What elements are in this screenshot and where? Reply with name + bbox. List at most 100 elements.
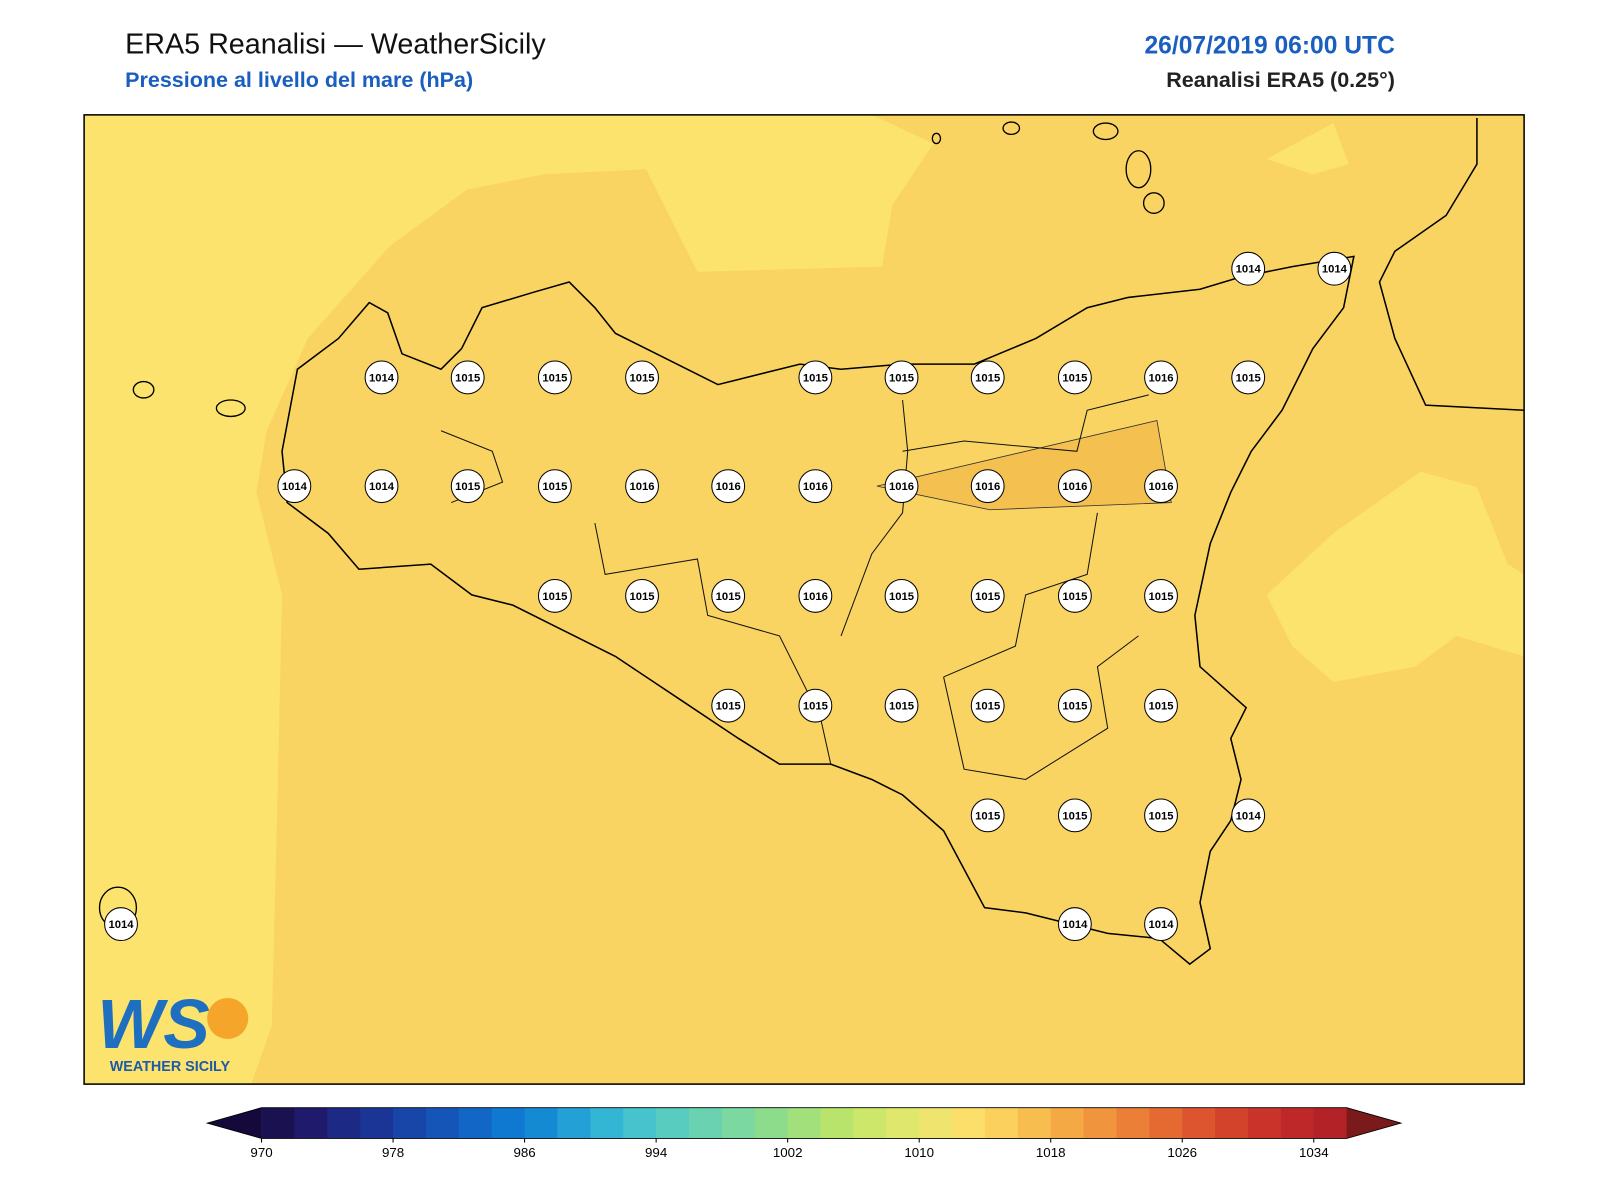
colorbar-box — [656, 1107, 690, 1139]
colorbar-box — [327, 1107, 361, 1139]
station-value: 1015 — [630, 591, 655, 603]
colorbar-tick-label: 986 — [513, 1145, 535, 1160]
station-marker — [884, 469, 919, 504]
colorbar-box — [820, 1107, 854, 1139]
station-value: 1014 — [369, 481, 395, 493]
colorbar-box — [557, 1107, 591, 1139]
station-marker — [450, 360, 485, 395]
station-marker — [450, 469, 485, 504]
station-marker — [1057, 907, 1092, 942]
station-marker — [104, 907, 138, 942]
colorbar-box — [524, 1107, 558, 1139]
station-value: 1014 — [1322, 264, 1348, 276]
colorbar-tick-label: 1010 — [904, 1145, 934, 1160]
station-marker — [537, 469, 572, 504]
station-marker — [625, 360, 659, 395]
colorbar-over — [1346, 1107, 1402, 1139]
station-value: 1015 — [542, 481, 567, 493]
station-value: 1015 — [975, 591, 1000, 603]
colorbar-box — [1083, 1107, 1118, 1139]
station-value: 1015 — [716, 701, 741, 713]
station-value: 1015 — [1062, 372, 1087, 384]
station-marker — [1057, 688, 1092, 723]
colorbar-box — [458, 1107, 493, 1139]
station-value: 1015 — [1062, 810, 1087, 822]
colorbar-tick-label: 1034 — [1299, 1145, 1329, 1160]
colorbar-box — [886, 1107, 920, 1139]
colorbar-box — [294, 1107, 328, 1139]
station-value: 1016 — [1062, 481, 1087, 493]
colorbar-box — [1215, 1107, 1249, 1139]
field-high — [876, 420, 1172, 511]
colorbar-box — [360, 1107, 394, 1139]
station-value: 1015 — [889, 701, 914, 713]
colorbar-box — [853, 1107, 887, 1139]
station-marker — [970, 688, 1005, 723]
station-value: 1015 — [455, 372, 480, 384]
station-value: 1015 — [975, 372, 1000, 384]
colorbar-box — [952, 1107, 986, 1139]
station-value: 1015 — [1236, 372, 1261, 384]
colorbar-box — [623, 1107, 657, 1139]
colorbar-tick-label: 1018 — [1036, 1145, 1066, 1160]
station-value: 1015 — [889, 372, 914, 384]
island — [1142, 192, 1165, 214]
colorbar-box — [1182, 1107, 1216, 1139]
station-value: 1016 — [803, 591, 828, 603]
station-marker — [970, 798, 1005, 833]
colorbar-box — [1248, 1107, 1282, 1139]
colorbar-box — [1116, 1107, 1150, 1139]
colorbar-box — [689, 1107, 723, 1139]
island — [132, 380, 155, 399]
logo: WS WEATHER SICILY — [97, 985, 249, 1075]
station-marker — [1144, 798, 1178, 833]
station-value: 1015 — [630, 372, 655, 384]
station-value: 1015 — [1148, 701, 1173, 713]
station-marker — [1057, 360, 1092, 395]
station-value: 1015 — [1062, 701, 1087, 713]
colorbar-box — [721, 1107, 756, 1139]
station-marker — [798, 469, 833, 504]
colorbar-outline — [205, 1107, 1403, 1139]
station-marker — [1231, 251, 1266, 286]
station-value: 1014 — [1236, 264, 1262, 276]
colorbar-box — [261, 1107, 295, 1139]
frame — [83, 114, 1525, 1085]
station-marker — [884, 688, 919, 723]
colorbar-box — [425, 1107, 460, 1139]
station-marker — [798, 360, 833, 395]
station-marker — [1057, 469, 1092, 504]
station-value: 1016 — [1148, 372, 1173, 384]
station-marker — [711, 688, 746, 723]
station-value: 1016 — [889, 481, 914, 493]
colorbar-box — [1149, 1107, 1183, 1139]
station-value: 1014 — [1062, 919, 1088, 931]
station-value: 1015 — [716, 591, 741, 603]
colorbar-under — [207, 1107, 262, 1139]
logo-mark: WS — [97, 985, 209, 1063]
colorbar-box — [1017, 1107, 1052, 1139]
colorbar-box — [393, 1107, 427, 1139]
colorbar-box — [1280, 1107, 1315, 1139]
colorbar-box — [1050, 1107, 1085, 1139]
logo-text: WEATHER SICILY — [110, 1059, 231, 1075]
colorbar-tick-label: 1026 — [1167, 1145, 1197, 1160]
colorbar-box — [590, 1107, 624, 1139]
date: 26/07/2019 06:00 UTC — [1144, 32, 1395, 59]
island — [1092, 122, 1119, 141]
station-marker — [625, 578, 659, 613]
calabria-coast — [1378, 117, 1525, 412]
field-light — [1266, 123, 1349, 175]
station-value: 1015 — [803, 372, 828, 384]
station-marker — [625, 469, 659, 504]
island — [931, 132, 942, 145]
station-value: 1015 — [1148, 591, 1173, 603]
station-marker — [798, 578, 833, 613]
station-marker — [1144, 360, 1178, 395]
station-value: 1014 — [108, 919, 134, 931]
coastline — [281, 255, 1355, 966]
colorbar-tick-label: 994 — [645, 1145, 668, 1160]
station-marker — [1144, 578, 1178, 613]
station-marker — [970, 469, 1005, 504]
